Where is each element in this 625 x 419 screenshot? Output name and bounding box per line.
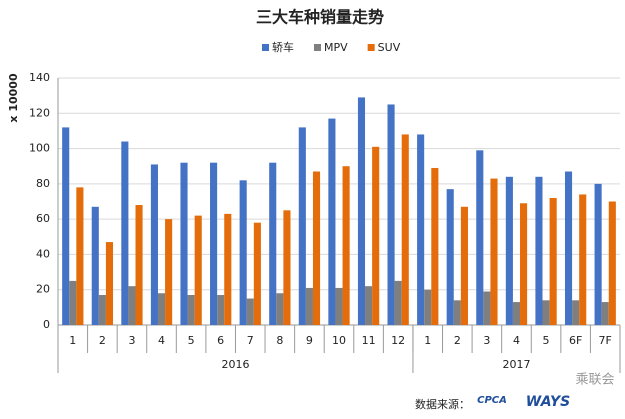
bar <box>549 197 557 325</box>
bar <box>305 287 313 325</box>
y-tick-label: 20 <box>36 283 50 296</box>
bar <box>312 171 321 325</box>
y-tick-label: 120 <box>29 106 50 119</box>
logo: WAYS <box>526 394 570 410</box>
x-tick-label: 4 <box>158 334 165 347</box>
bar <box>328 118 336 325</box>
bar <box>417 134 425 325</box>
bar <box>512 302 521 325</box>
x-tick-label: 1 <box>424 334 431 347</box>
x-tick-label: 6F <box>569 334 582 347</box>
bar <box>165 219 173 325</box>
bar <box>372 146 380 325</box>
bar <box>69 280 77 325</box>
bar <box>387 104 395 325</box>
bar <box>121 141 129 325</box>
bar <box>269 162 277 325</box>
bar <box>401 134 409 325</box>
bar <box>135 205 143 325</box>
y-tick-label: 80 <box>36 177 50 190</box>
y-axis-label: x 10000 <box>7 73 20 123</box>
bar <box>187 295 195 325</box>
bar <box>335 287 343 325</box>
y-tick-label: 60 <box>36 212 50 225</box>
chart-title: 三大车种销量走势 <box>256 8 384 27</box>
x-tick-label: 8 <box>276 334 283 347</box>
legend-swatch <box>367 44 375 51</box>
x-tick-label: 10 <box>332 334 346 347</box>
source: 数据来源： <box>415 397 470 411</box>
bar <box>431 167 439 325</box>
bar <box>91 206 99 325</box>
y-tick-label: 0 <box>43 318 50 331</box>
x-tick-label: 11 <box>362 334 376 347</box>
bar <box>572 300 580 325</box>
bar <box>535 176 543 325</box>
bar <box>98 295 106 325</box>
x-tick-label: 2 <box>99 334 106 347</box>
bar <box>446 189 454 325</box>
x-tick-label: 12 <box>391 334 405 347</box>
bar <box>357 97 366 326</box>
bar <box>128 286 136 325</box>
bar <box>246 298 254 325</box>
bar <box>594 183 602 325</box>
bar <box>253 222 261 325</box>
y-tick-label: 140 <box>29 71 50 84</box>
x-tick-label: 3 <box>128 334 135 347</box>
bar <box>579 194 587 325</box>
y-tick-label: 40 <box>36 247 50 260</box>
bar <box>224 213 232 325</box>
bar <box>365 286 373 325</box>
bar <box>217 295 225 325</box>
bar <box>76 187 84 325</box>
bar <box>483 291 491 325</box>
x-tick-label: 2 <box>454 334 461 347</box>
legend-swatch <box>262 44 269 51</box>
bar <box>460 206 468 325</box>
x-tick-label: 3 <box>483 334 490 347</box>
bar <box>342 166 350 325</box>
x-tick-label: 9 <box>306 334 313 347</box>
bar <box>424 289 432 325</box>
group-label: 2016 <box>221 358 249 371</box>
bar <box>298 127 306 326</box>
logo: CPCA <box>477 395 507 406</box>
bar <box>490 178 498 325</box>
x-tick-label: 7F <box>599 334 612 347</box>
bar <box>601 302 609 325</box>
y-tick-label: 100 <box>29 142 50 155</box>
legend-label: 轿车 <box>272 40 294 54</box>
legend-swatch <box>314 44 321 51</box>
bar <box>180 162 188 325</box>
bar <box>157 293 166 325</box>
bar <box>453 300 461 325</box>
x-tick-label: 5 <box>543 334 550 347</box>
legend-label: SUV <box>378 41 401 54</box>
x-tick-label: 1 <box>69 334 76 347</box>
bar <box>608 201 616 325</box>
bar <box>520 203 528 325</box>
bar <box>542 300 550 325</box>
bar <box>150 164 158 325</box>
bar <box>283 210 291 325</box>
x-tick-label: 7 <box>247 334 254 347</box>
bar <box>210 162 218 325</box>
group-label: 2017 <box>502 358 530 371</box>
x-tick-label: 4 <box>513 334 520 347</box>
bar <box>505 176 513 325</box>
bar <box>239 180 247 325</box>
bar <box>194 215 202 325</box>
watermark: 乘联会 <box>575 373 614 388</box>
x-tick-label: 5 <box>188 334 195 347</box>
x-tick-label: 6 <box>217 334 224 347</box>
legend-label: MPV <box>324 41 348 54</box>
bar <box>564 171 573 325</box>
bar <box>476 150 484 325</box>
bar <box>62 127 70 326</box>
bar <box>105 242 114 325</box>
bar <box>394 280 402 325</box>
bar <box>276 293 284 325</box>
